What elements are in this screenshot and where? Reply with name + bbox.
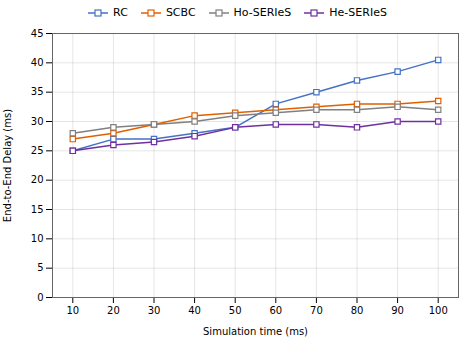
svg-text:40: 40 (188, 305, 201, 316)
svg-text:100: 100 (429, 305, 448, 316)
html-text:He-SERIeS: He-SERIeS (329, 6, 387, 19)
svg-text:50: 50 (229, 305, 242, 316)
svg-text:30: 30 (31, 116, 44, 127)
svg-text:35: 35 (31, 86, 44, 97)
html-text:Ho-SERIeS: Ho-SERIeS (233, 6, 292, 19)
svg-text:20: 20 (31, 174, 44, 185)
svg-text:80: 80 (351, 305, 364, 316)
svg-text:10: 10 (31, 233, 44, 244)
svg-text:45: 45 (31, 28, 44, 39)
svg-text:5: 5 (37, 262, 43, 273)
svg-text:60: 60 (269, 305, 282, 316)
svg-text:25: 25 (31, 145, 44, 156)
svg-text:20: 20 (107, 305, 120, 316)
svg-text:Simulation time (ms): Simulation time (ms) (203, 326, 308, 337)
html-text:SCBC: SCBC (165, 6, 196, 19)
svg-text:90: 90 (391, 305, 404, 316)
html-text:RC: RC (113, 6, 128, 19)
svg-text:0: 0 (37, 292, 43, 303)
svg-text:10: 10 (66, 305, 79, 316)
svg-text:30: 30 (148, 305, 161, 316)
svg-text:70: 70 (310, 305, 323, 316)
svg-text:40: 40 (31, 57, 44, 68)
svg-text:End-to-End Delay (ms): End-to-End Delay (ms) (2, 109, 13, 222)
svg-text:15: 15 (31, 204, 44, 215)
